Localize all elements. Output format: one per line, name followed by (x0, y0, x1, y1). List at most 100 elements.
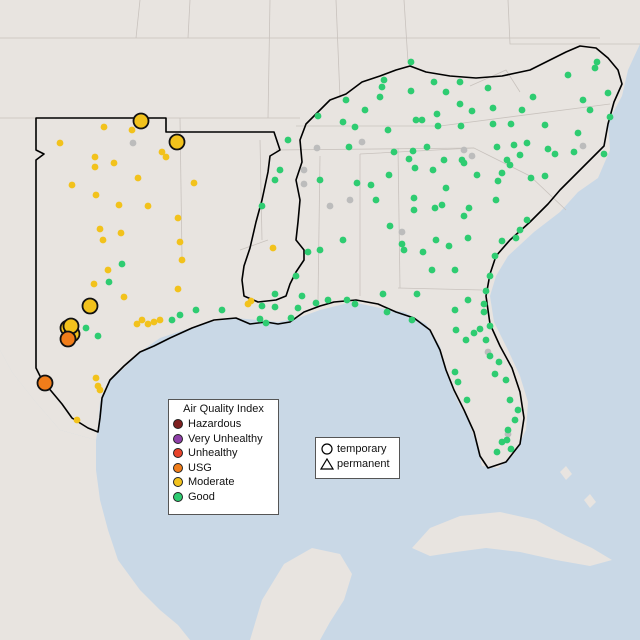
good-site-marker[interactable] (516, 151, 524, 159)
good-site-marker[interactable] (298, 292, 306, 300)
good-site-marker[interactable] (457, 122, 465, 130)
good-site-marker[interactable] (445, 242, 453, 250)
good-site-marker[interactable] (507, 445, 515, 453)
good-site-marker[interactable] (434, 122, 442, 130)
good-site-marker[interactable] (218, 306, 226, 314)
good-site-marker[interactable] (507, 120, 515, 128)
good-site-marker[interactable] (292, 272, 300, 280)
moderate-site-marker[interactable] (96, 386, 104, 394)
moderate-site-marker[interactable] (150, 318, 158, 326)
good-site-marker[interactable] (428, 266, 436, 274)
moderate-site-marker[interactable] (90, 280, 98, 288)
good-site-marker[interactable] (407, 58, 415, 66)
good-site-marker[interactable] (606, 113, 614, 121)
good-site-marker[interactable] (463, 396, 471, 404)
good-site-marker[interactable] (398, 240, 406, 248)
good-site-marker[interactable] (262, 319, 270, 327)
moderate-site-marker[interactable] (176, 238, 184, 246)
good-site-marker[interactable] (493, 448, 501, 456)
good-site-marker[interactable] (429, 166, 437, 174)
moderate-site-marker[interactable] (100, 123, 108, 131)
moderate-site-marker[interactable] (144, 320, 152, 328)
good-site-marker[interactable] (482, 336, 490, 344)
moderate-site-marker[interactable] (133, 320, 141, 328)
no-data-site-marker[interactable] (579, 142, 587, 150)
usg-temporary-site-marker[interactable] (36, 374, 54, 392)
moderate-site-marker[interactable] (156, 316, 164, 324)
moderate-site-marker[interactable] (144, 202, 152, 210)
good-site-marker[interactable] (544, 145, 552, 153)
no-data-site-marker[interactable] (300, 180, 308, 188)
good-site-marker[interactable] (456, 78, 464, 86)
no-data-site-marker[interactable] (129, 139, 137, 147)
good-site-marker[interactable] (442, 88, 450, 96)
no-data-site-marker[interactable] (313, 144, 321, 152)
moderate-site-marker[interactable] (92, 374, 100, 382)
good-site-marker[interactable] (460, 159, 468, 167)
good-site-marker[interactable] (498, 169, 506, 177)
good-site-marker[interactable] (591, 64, 599, 72)
good-site-marker[interactable] (465, 204, 473, 212)
good-site-marker[interactable] (480, 308, 488, 316)
good-site-marker[interactable] (604, 89, 612, 97)
good-site-marker[interactable] (464, 234, 472, 242)
moderate-temporary-site-marker[interactable] (81, 297, 99, 315)
good-site-marker[interactable] (82, 324, 90, 332)
moderate-site-marker[interactable] (162, 153, 170, 161)
moderate-site-marker[interactable] (96, 225, 104, 233)
good-site-marker[interactable] (470, 329, 478, 337)
moderate-site-marker[interactable] (134, 174, 142, 182)
good-site-marker[interactable] (276, 166, 284, 174)
good-site-marker[interactable] (586, 106, 594, 114)
moderate-site-marker[interactable] (73, 416, 81, 424)
good-site-marker[interactable] (489, 104, 497, 112)
good-site-marker[interactable] (451, 266, 459, 274)
good-site-marker[interactable] (451, 368, 459, 376)
good-site-marker[interactable] (380, 76, 388, 84)
good-site-marker[interactable] (413, 290, 421, 298)
good-site-marker[interactable] (491, 370, 499, 378)
good-site-marker[interactable] (506, 396, 514, 404)
no-data-site-marker[interactable] (398, 228, 406, 236)
good-site-marker[interactable] (383, 308, 391, 316)
moderate-site-marker[interactable] (56, 139, 64, 147)
moderate-site-marker[interactable] (190, 179, 198, 187)
moderate-site-marker[interactable] (269, 244, 277, 252)
moderate-site-marker[interactable] (138, 316, 146, 324)
good-site-marker[interactable] (516, 226, 524, 234)
good-site-marker[interactable] (476, 325, 484, 333)
good-site-marker[interactable] (460, 212, 468, 220)
good-site-marker[interactable] (353, 179, 361, 187)
good-site-marker[interactable] (372, 196, 380, 204)
good-site-marker[interactable] (343, 296, 351, 304)
moderate-site-marker[interactable] (128, 126, 136, 134)
good-site-marker[interactable] (385, 171, 393, 179)
good-site-marker[interactable] (486, 352, 494, 360)
moderate-site-marker[interactable] (92, 191, 100, 199)
no-data-site-marker[interactable] (468, 152, 476, 160)
good-site-marker[interactable] (94, 332, 102, 340)
moderate-site-marker[interactable] (104, 266, 112, 274)
good-site-marker[interactable] (405, 155, 413, 163)
moderate-site-marker[interactable] (68, 181, 76, 189)
good-site-marker[interactable] (314, 112, 322, 120)
good-site-marker[interactable] (412, 116, 420, 124)
good-site-marker[interactable] (361, 106, 369, 114)
good-site-marker[interactable] (118, 260, 126, 268)
moderate-site-marker[interactable] (91, 163, 99, 171)
good-site-marker[interactable] (339, 236, 347, 244)
good-site-marker[interactable] (506, 161, 514, 169)
good-site-marker[interactable] (564, 71, 572, 79)
good-site-marker[interactable] (304, 248, 312, 256)
good-site-marker[interactable] (430, 78, 438, 86)
moderate-site-marker[interactable] (110, 159, 118, 167)
good-site-marker[interactable] (258, 202, 266, 210)
good-site-marker[interactable] (442, 184, 450, 192)
good-site-marker[interactable] (484, 84, 492, 92)
good-site-marker[interactable] (407, 87, 415, 95)
good-site-marker[interactable] (493, 143, 501, 151)
good-site-marker[interactable] (176, 311, 184, 319)
good-site-marker[interactable] (423, 143, 431, 151)
good-site-marker[interactable] (418, 116, 426, 124)
good-site-marker[interactable] (494, 177, 502, 185)
